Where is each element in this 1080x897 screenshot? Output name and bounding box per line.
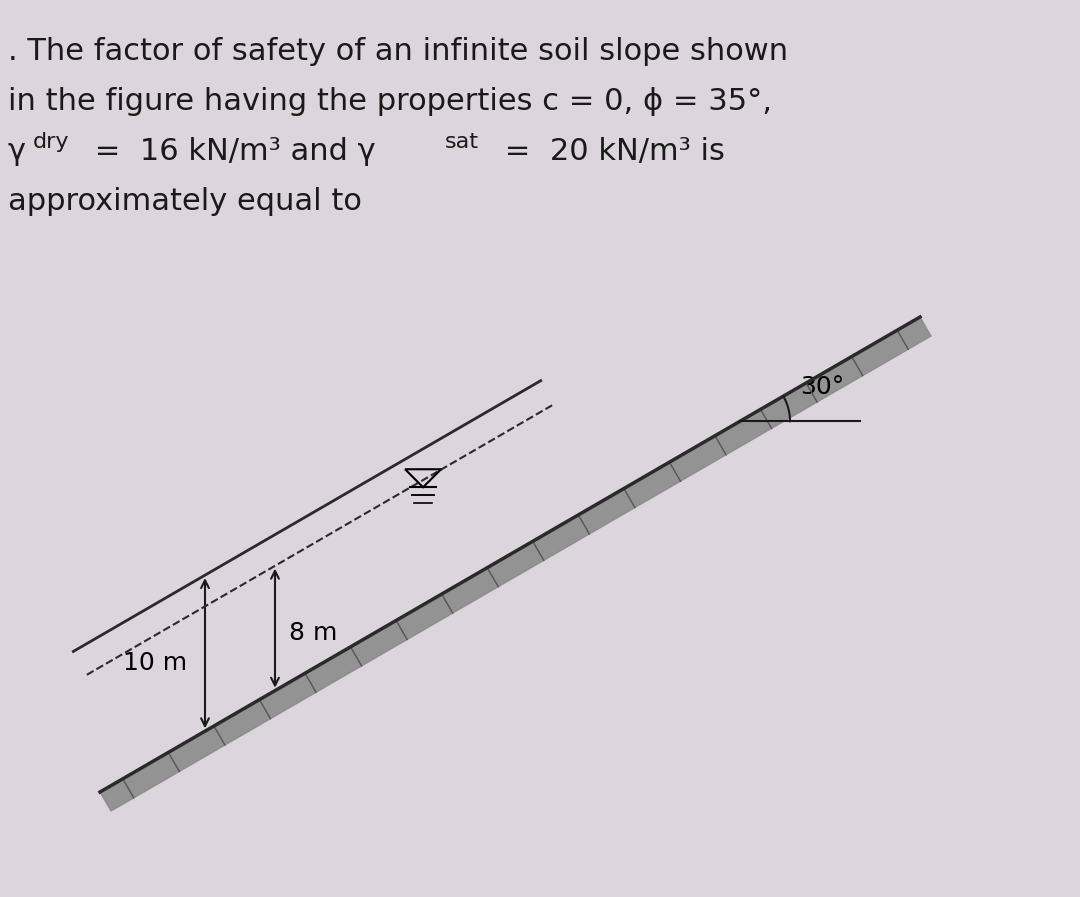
- Text: sat: sat: [445, 132, 480, 152]
- Text: . The factor of safety of an infinite soil slope shown: . The factor of safety of an infinite so…: [8, 37, 788, 66]
- Text: γ: γ: [8, 137, 26, 166]
- Text: 30°: 30°: [800, 375, 845, 399]
- Text: in the figure having the properties c = 0, ϕ = 35°,: in the figure having the properties c = …: [8, 87, 772, 116]
- Text: =  20 kN/m³ is: = 20 kN/m³ is: [495, 137, 725, 166]
- Polygon shape: [100, 317, 931, 811]
- Text: =  16 kN/m³ and γ: = 16 kN/m³ and γ: [85, 137, 376, 166]
- Text: 8 m: 8 m: [288, 622, 337, 645]
- Text: approximately equal to: approximately equal to: [8, 187, 362, 216]
- Text: dry: dry: [33, 132, 69, 152]
- Text: 10 m: 10 m: [123, 651, 187, 675]
